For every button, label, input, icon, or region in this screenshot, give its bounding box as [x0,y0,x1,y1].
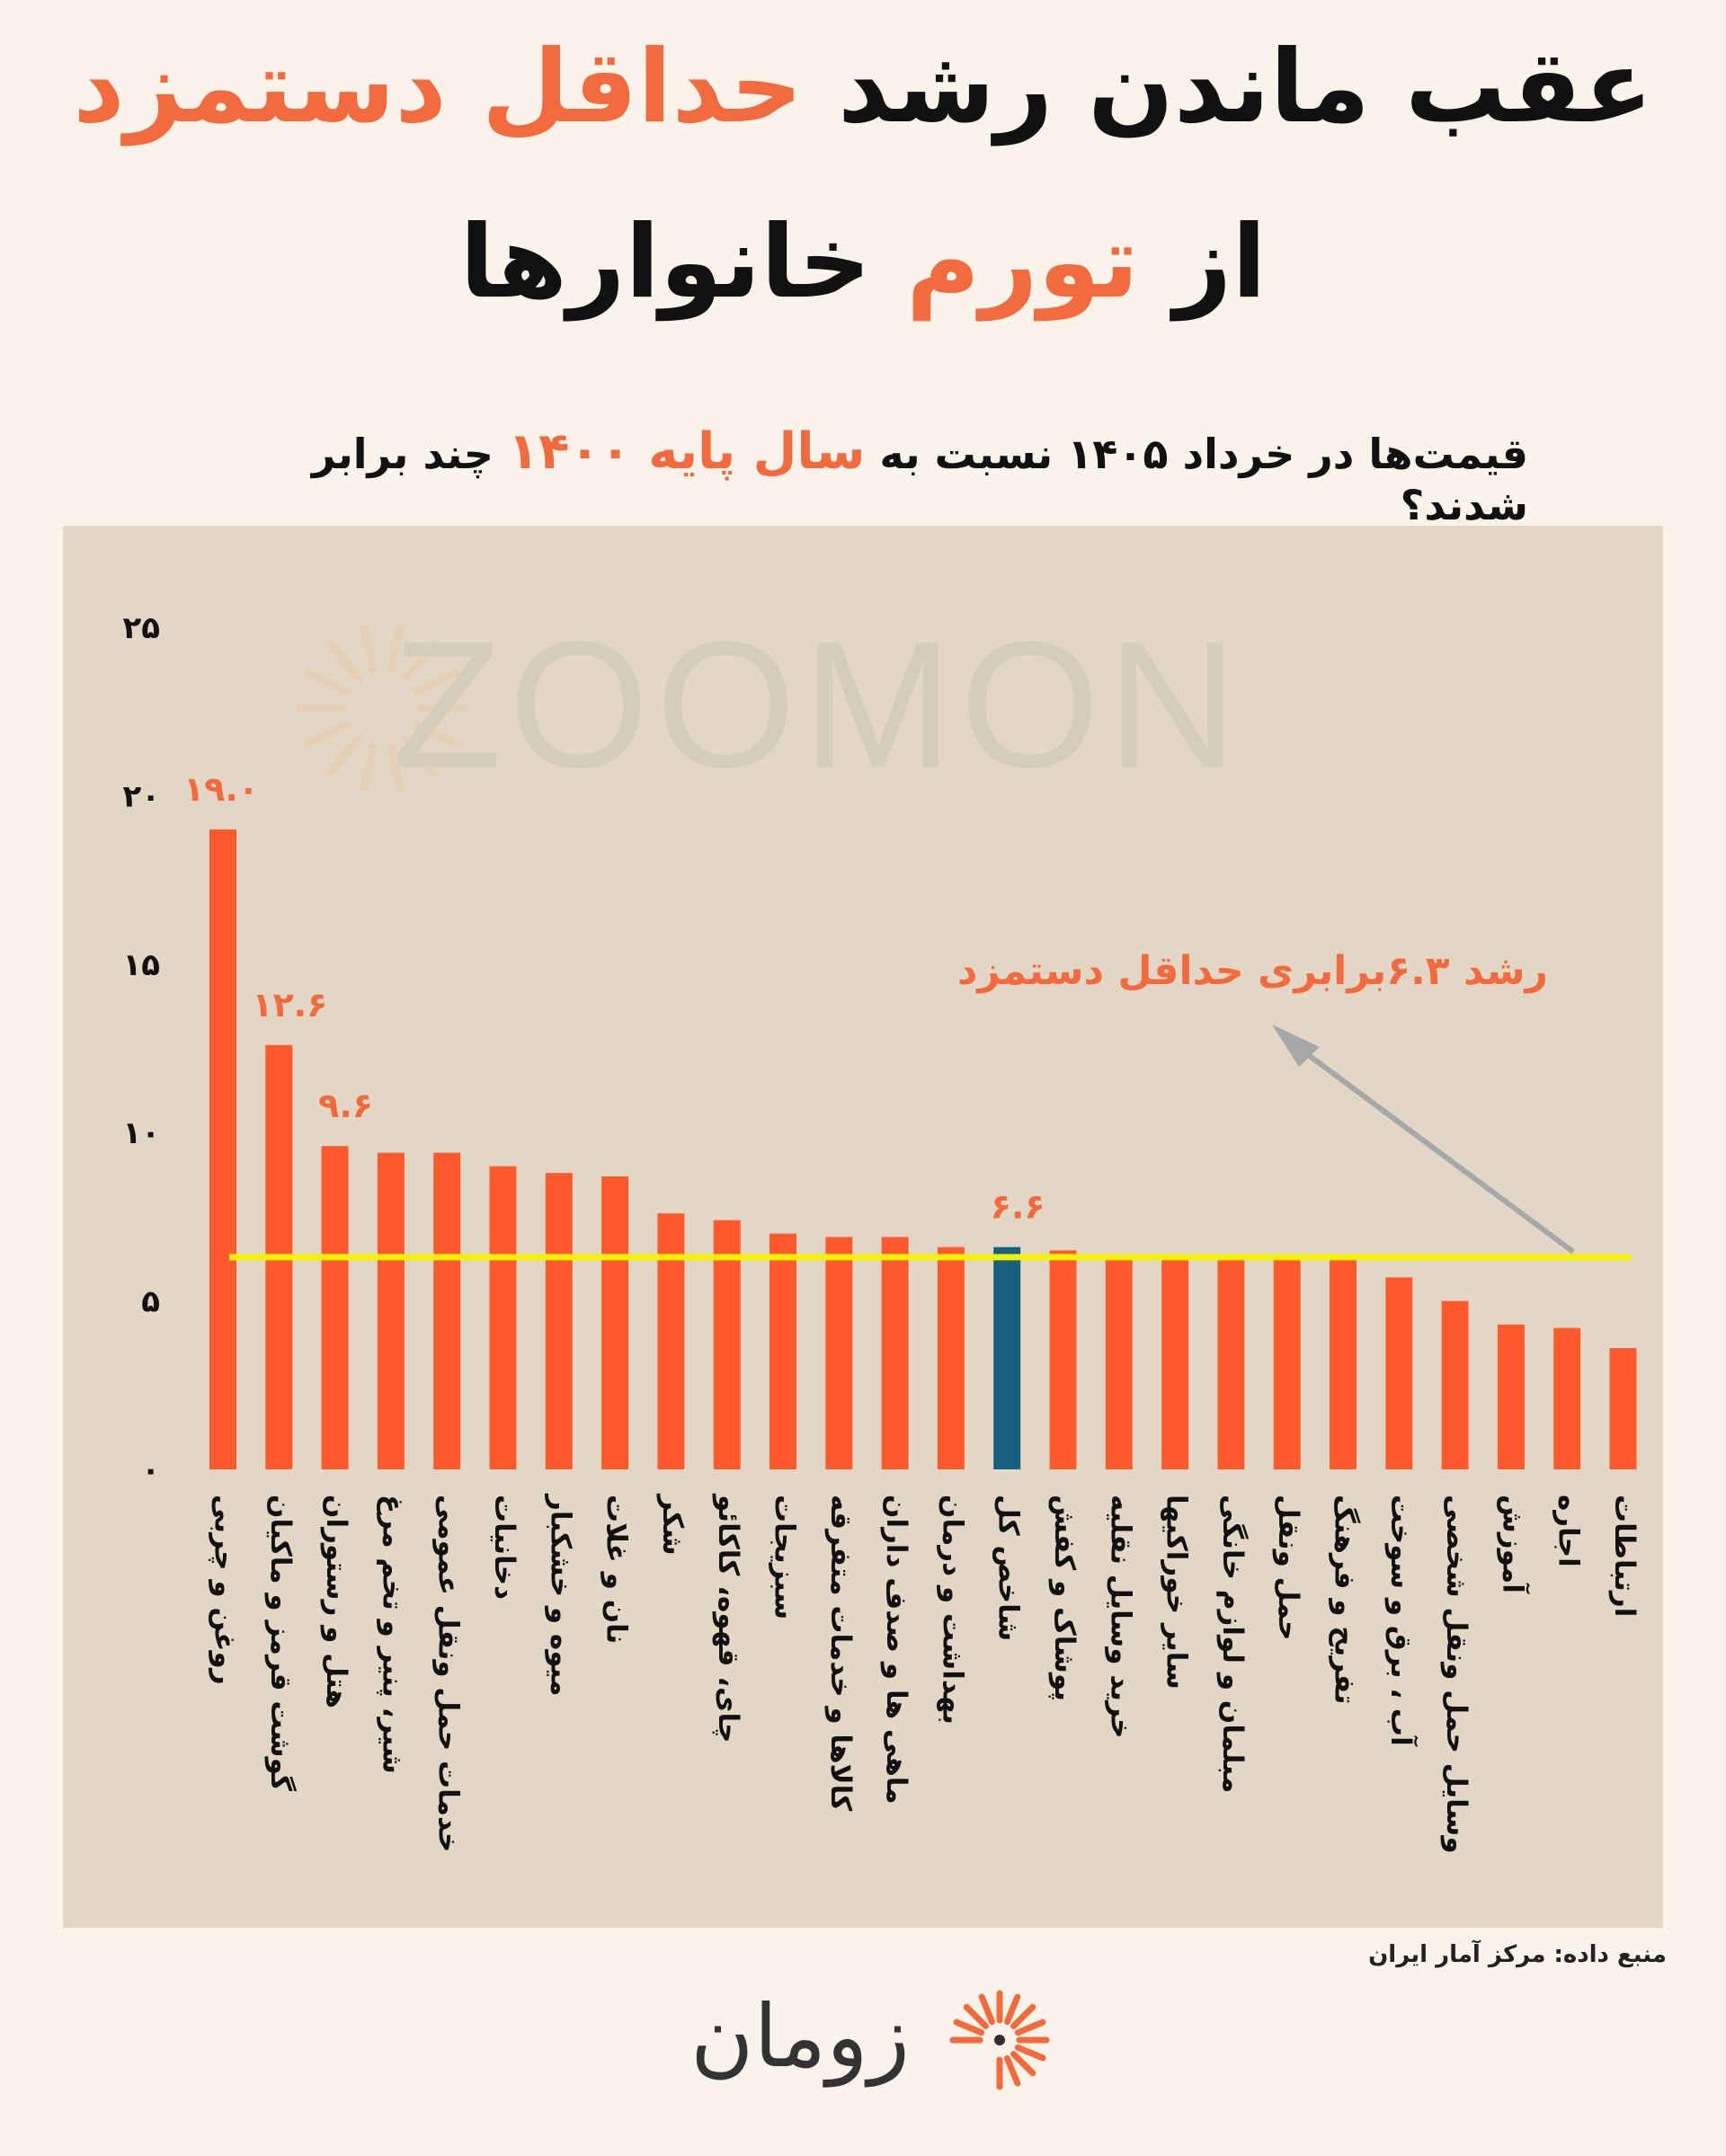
data-label: ۱۹.۰ [183,769,259,809]
chart-panel: ZOOMON ۰ ۵ ۱۰ ۱۵ ۲۰ ۲۵ روغن و چربی گوشت قرمز و م… [63,526,1663,1928]
bar-chart: ZOOMON ۰ ۵ ۱۰ ۱۵ ۲۰ ۲۵ روغن و چربی گوشت قرمز و م… [122,605,1641,1854]
reference-line-annotation: رشد ۶.۳برابری حداقل دستمزد [957,948,1548,994]
bar [601,1176,629,1469]
x-category-label: نان و غلات [601,1495,633,1644]
x-category-label: پوشاک و کفش [1048,1495,1081,1701]
x-category-label: بهداشت و درمان [936,1495,968,1725]
bar [1609,1348,1637,1469]
x-category-label: حمل ونقل [1272,1495,1304,1640]
main-title-line-1: عقب ماندن رشد حداقل دستمزد [0,27,1726,147]
data-label: ۱۲.۶ [252,985,327,1025]
bar [377,1152,405,1469]
arrow-head-icon [1272,1025,1320,1067]
bar [209,829,236,1469]
subtitle-part-0: قیمت‌ها در خرداد ۱۴۰۵ نسبت به [865,430,1528,478]
title-line-1-part-1: حداقل دستمزد [73,29,803,146]
x-category-label: وسایل حمل ونقل شخصی [1440,1495,1472,1854]
x-category-label: دخانیات [488,1495,520,1600]
y-tick-label: ۵ [141,1284,160,1320]
subtitle-part-1: سال پایه ۱۴۰۰ [507,422,866,481]
brand-name: زومان [690,1986,910,2087]
title-line-2-part-2: خانوارها [459,204,906,321]
arrow-shaft [1284,1035,1575,1255]
bar [1441,1300,1469,1469]
x-category-label: ارتباطات [1608,1495,1641,1617]
y-tick-label: ۱۵ [122,947,160,983]
x-category-label: شکر [656,1493,689,1556]
highlight-bar [993,1247,1021,1469]
x-category-label: شیر، پنیر و تخم مرغ [376,1495,408,1774]
bar [545,1173,573,1469]
watermark-text: ZOOMON [392,605,1244,805]
x-category-label: خدمات حمل ونقل عمومی [432,1495,465,1852]
x-category-label: هتل و رستوران [320,1495,352,1708]
x-category-label: ماهی ها و صدف داران [880,1495,912,1805]
bar [825,1237,853,1469]
x-category-label: کالاها و خدمات متفرقه [824,1495,857,1812]
x-category-label: تفریح و فرهنگ [1329,1495,1361,1705]
subtitle-part-2: چند برابر شدند؟ [311,430,1528,529]
bar [657,1213,685,1469]
y-tick-label: ۱۰ [122,1115,160,1151]
x-category-label: اجاره [1553,1495,1585,1567]
data-label: ۶.۶ [991,1187,1045,1227]
bar [1497,1324,1525,1469]
title-line-2-part-0: از [1138,204,1267,321]
x-category-label: سایر خوراکیها [1161,1495,1193,1690]
bar [713,1220,741,1469]
x-category-label: آموزش [1496,1495,1530,1594]
main-title-line-2: از تورم خانوارها [0,202,1726,323]
x-category-label: گوشت قرمز و ماکیان [264,1495,298,1792]
brand-footer: زومان [665,1977,1061,2103]
bar [1330,1256,1357,1469]
x-category-label: مبلمان و لوازم خانگی [1216,1495,1250,1793]
bar [1273,1256,1301,1469]
sunburst-logo-icon [949,1990,1050,2090]
bar [770,1233,796,1469]
bar [1049,1250,1077,1469]
bar [881,1237,909,1469]
chart-subtitle: قیمت‌ها در خرداد ۱۴۰۵ نسبت به سال پایه ۱… [261,422,1528,529]
x-category-label: خرید وسایل نقلیه [1104,1495,1136,1739]
watermark-logo-icon [297,624,467,793]
bar [321,1146,349,1469]
x-category-label: سبزیجات [769,1495,801,1619]
x-category-label: میوه و خشکبار [544,1493,576,1697]
y-tick-label: ۲۵ [122,610,160,646]
title-line-1-part-0: عقب ماندن رشد [802,29,1653,146]
x-category-label: چای، قهوه، کاکائو [712,1493,744,1743]
bar [489,1166,517,1469]
bar [1161,1256,1189,1469]
x-category-label: روغن و چربی [209,1495,241,1685]
y-tick-label: ۲۰ [122,778,160,814]
x-category-label: شاخص کل [992,1495,1025,1641]
bar [1385,1277,1413,1469]
data-label: ۹.۶ [318,1086,373,1125]
bar [1105,1256,1133,1469]
bar [1553,1327,1581,1469]
title-line-2-part-1: تورم [905,204,1139,321]
bar [1217,1256,1245,1469]
bar [433,1152,461,1469]
bar [937,1247,965,1469]
y-tick-label: ۰ [141,1452,160,1488]
x-category-label: آب ، برق و سوخت [1384,1495,1419,1747]
data-source-note: منبع داده: مرکز آمار ایران [1368,1941,1667,1968]
